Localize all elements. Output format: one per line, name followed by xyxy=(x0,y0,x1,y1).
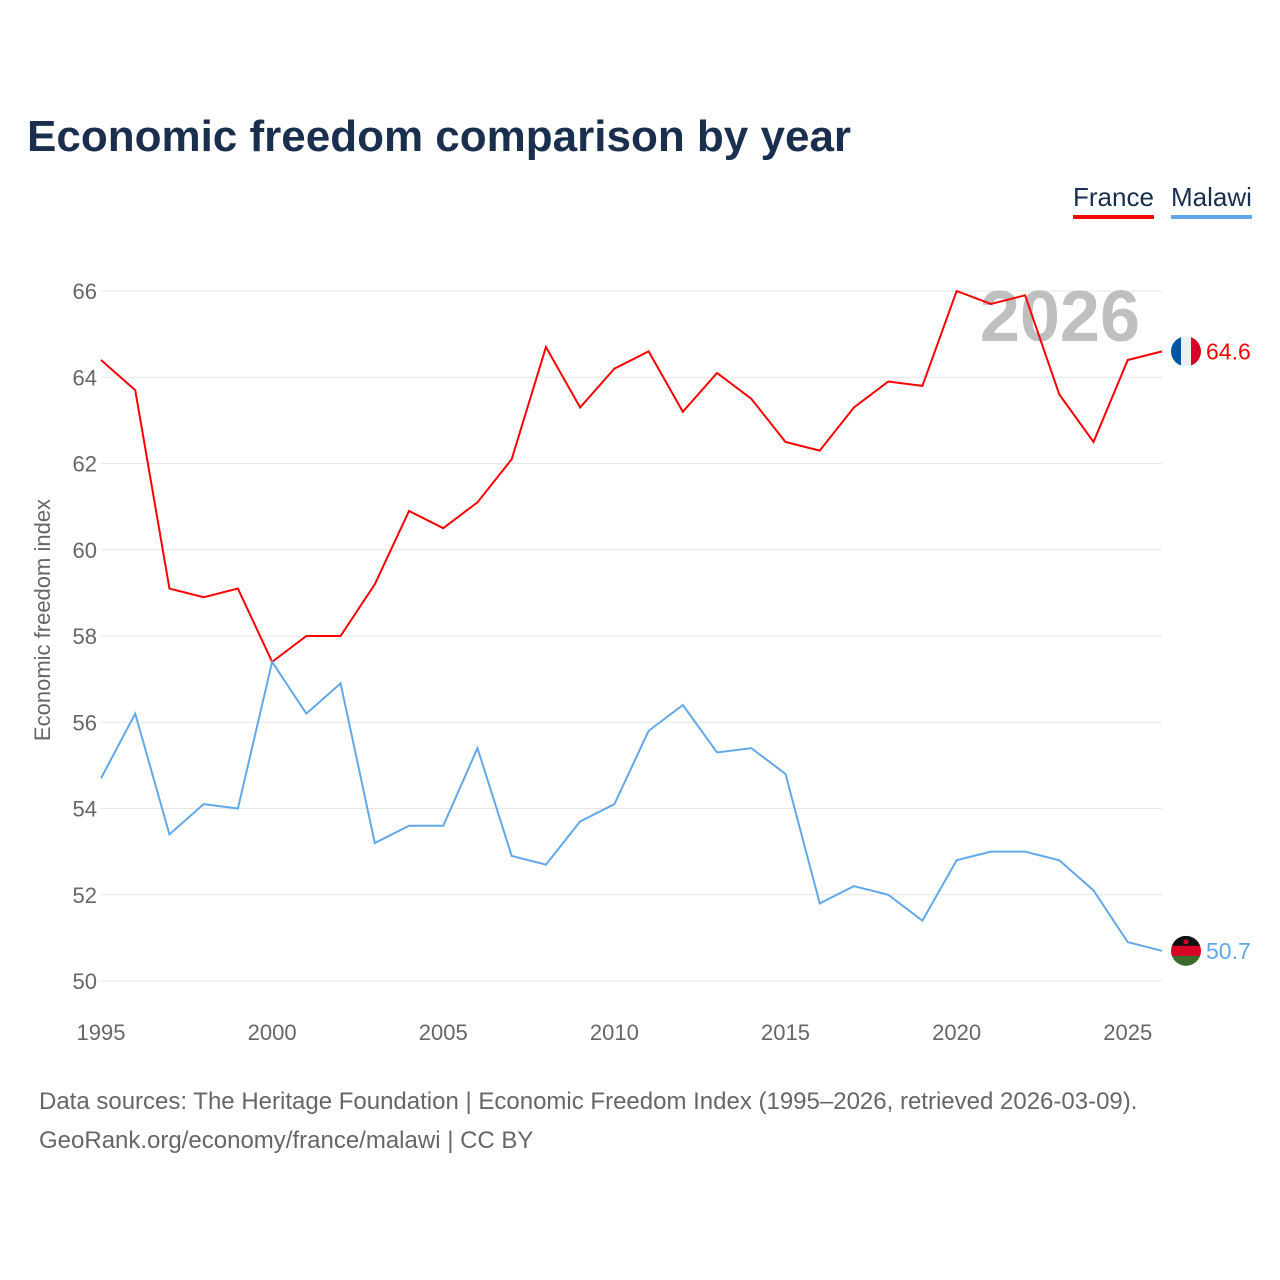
y-tick-label: 62 xyxy=(73,452,97,477)
y-tick-label: 50 xyxy=(73,969,97,994)
flag-malawi-icon xyxy=(1171,935,1201,966)
y-tick-label: 54 xyxy=(73,797,97,822)
legend-france[interactable]: France xyxy=(1073,182,1154,219)
series-line-france xyxy=(100,289,1163,664)
year-watermark: 2026 xyxy=(980,277,1140,357)
end-label-france: 64.6 xyxy=(1206,338,1251,364)
y-tick-label: 64 xyxy=(73,365,97,390)
footer-credit: GeoRank.org/economy/france/malawi | CC B… xyxy=(39,1127,534,1154)
x-tick-label: 2010 xyxy=(590,1020,639,1045)
y-tick-label: 60 xyxy=(73,538,97,563)
x-tick-label: 2015 xyxy=(761,1020,810,1045)
y-axis-label: Economic freedom index xyxy=(30,499,55,741)
y-tick-label: 58 xyxy=(73,624,97,649)
y-tick-label: 66 xyxy=(73,279,97,304)
x-tick-label: 2025 xyxy=(1103,1020,1152,1045)
footer-sources: Data sources: The Heritage Foundation | … xyxy=(39,1088,1138,1115)
y-tick-label: 52 xyxy=(73,883,97,908)
end-label-malawi: 50.7 xyxy=(1206,938,1251,964)
legend-malawi[interactable]: Malawi xyxy=(1171,182,1252,219)
y-tick-label: 56 xyxy=(73,710,97,735)
x-tick-label: 2000 xyxy=(248,1020,297,1045)
x-tick-label: 2005 xyxy=(419,1020,468,1045)
chart-title: Economic freedom comparison by year xyxy=(27,112,852,161)
x-tick-label: 2020 xyxy=(932,1020,981,1045)
series-line-malawi xyxy=(100,659,1163,952)
flag-france-icon xyxy=(1171,336,1201,367)
x-tick-label: 1995 xyxy=(77,1020,126,1045)
